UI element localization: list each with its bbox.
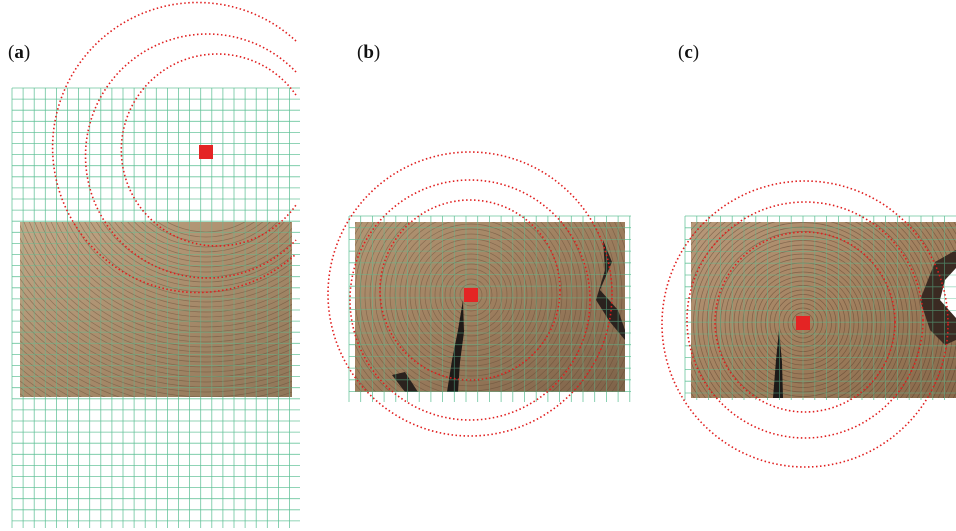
panel-label-c: (c) [678, 42, 700, 63]
growth-ring [90, 222, 292, 288]
growth-ring [399, 223, 543, 367]
growth-ring [434, 258, 508, 332]
growth-ring [424, 248, 518, 342]
panel-label-b: (b) [357, 42, 381, 63]
pith-marker-c [796, 316, 810, 330]
growth-ring [127, 222, 285, 258]
growth-ring [134, 222, 278, 253]
growth-ring [691, 222, 927, 398]
panel-b [327, 151, 631, 437]
panel-c [661, 180, 956, 468]
growth-ring [404, 228, 538, 362]
growth-ring [84, 222, 292, 293]
growth-ring [157, 222, 255, 238]
growth-ring [50, 222, 292, 323]
growth-ring [355, 222, 618, 392]
grid-overlay-b-top [355, 222, 625, 392]
growth-ring [20, 268, 292, 373]
growth-ring [355, 222, 608, 392]
growth-ring [20, 303, 292, 393]
growth-ring [67, 222, 292, 308]
crack-c-right-gap [940, 268, 956, 318]
ring-circle-c-outer [661, 180, 949, 468]
growth-ring [389, 222, 553, 377]
growth-ring [459, 283, 483, 307]
growth-ring [693, 222, 913, 398]
growth-ring [429, 253, 513, 337]
ring-circle-b-middle [349, 179, 591, 421]
growth-ring [141, 222, 271, 248]
growth-ring [355, 222, 623, 392]
growth-ring [449, 273, 493, 317]
pith-marker-b [464, 288, 478, 302]
growth-ring [355, 222, 593, 392]
growth-ring [96, 222, 292, 283]
growth-ring [34, 222, 292, 338]
ring-circle-c-inner [714, 231, 896, 413]
grid-overlay-a-top [20, 222, 292, 397]
panel-a [11, 1, 300, 528]
growth-ring [369, 222, 573, 392]
growth-ring [691, 222, 922, 398]
growth-ring [56, 222, 292, 318]
growth-ring [20, 286, 292, 383]
growth-ring [114, 222, 292, 268]
growth-ring [691, 222, 918, 398]
growth-ring [78, 222, 292, 298]
growth-ring [120, 222, 292, 263]
growth-ring [20, 248, 292, 363]
growth-ring [697, 222, 909, 398]
growth-ring [20, 294, 292, 388]
growth-ring [364, 222, 578, 392]
pith-marker-a [199, 145, 213, 159]
growth-ring [394, 222, 548, 372]
ring-circle-b-outer [327, 151, 613, 437]
crack-c-right [920, 250, 956, 345]
growth-ring [23, 222, 292, 348]
growth-ring [20, 259, 292, 368]
panel-label-a: (a) [8, 42, 31, 63]
crack-b-bottom [392, 372, 418, 392]
growth-ring [454, 278, 488, 312]
growth-ring [20, 224, 292, 353]
growth-ring [384, 222, 558, 382]
ring-arcs-a [51, 1, 297, 294]
growth-ring [355, 222, 588, 392]
grid-overlay-c-top [691, 222, 956, 398]
crack-b-main [447, 300, 464, 392]
growth-ring [374, 222, 568, 392]
growth-ring [45, 222, 292, 328]
growth-ring [29, 222, 292, 343]
growth-ring [20, 237, 292, 358]
growth-ring [148, 222, 264, 243]
ring-circles-c [661, 180, 949, 468]
growth-ring [419, 243, 523, 347]
growth-ring [439, 263, 503, 327]
growth-ring [108, 222, 292, 273]
ring-circle-c-middle [686, 201, 924, 439]
ring-circles-b [327, 151, 613, 437]
growth-ring [355, 222, 598, 392]
ring-arc-a-outer [51, 1, 297, 294]
growth-ring [359, 222, 583, 392]
growth-ring [61, 222, 292, 313]
ring-circle-b-inner [379, 199, 561, 381]
growth-ring [72, 222, 292, 303]
wood-sample-b [355, 222, 625, 392]
